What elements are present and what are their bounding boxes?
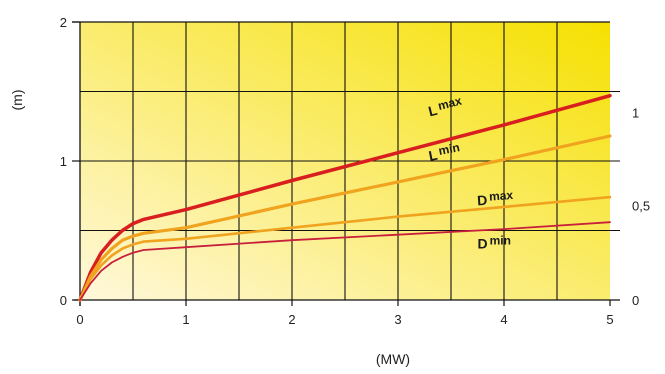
y-tick-label-left: 1 xyxy=(60,154,67,169)
y-tick-label-left: 2 xyxy=(60,15,67,30)
axes: 0 1 2 3 4 5 0 1 2 0 0,5 1 xyxy=(60,15,650,327)
x-tick-label: 3 xyxy=(394,312,401,327)
x-tick-label: 0 xyxy=(76,312,83,327)
series-line xyxy=(78,93,612,302)
series-label-sub: max xyxy=(436,94,463,113)
y-tick-label-right: 0,5 xyxy=(632,198,650,213)
x-axis-title: (MW) xyxy=(376,351,410,367)
y-tick-label-right: 0 xyxy=(632,293,639,308)
series-label: Lmin xyxy=(427,140,462,164)
series-line xyxy=(78,134,612,302)
x-tick-label: 2 xyxy=(288,312,295,327)
grid xyxy=(80,22,620,300)
series-lines xyxy=(78,93,612,302)
x-tick-label: 5 xyxy=(606,312,613,327)
series-line xyxy=(79,221,611,301)
series-label-sub: min xyxy=(490,234,511,248)
x-tick-label: 1 xyxy=(182,312,189,327)
y-tick-label-right: 1 xyxy=(632,105,639,120)
y-axis-title: (m) xyxy=(9,90,25,111)
y-tick-label-left: 0 xyxy=(60,293,67,308)
series-line xyxy=(78,195,612,302)
series-label-sub: min xyxy=(437,140,461,158)
x-tick-label: 4 xyxy=(500,312,507,327)
series-label-main: D xyxy=(478,236,488,252)
series-label-main: D xyxy=(477,192,488,209)
series-label-sub: max xyxy=(489,188,514,204)
series-label: Dmax xyxy=(476,188,514,209)
series-label-main: L xyxy=(427,147,439,164)
